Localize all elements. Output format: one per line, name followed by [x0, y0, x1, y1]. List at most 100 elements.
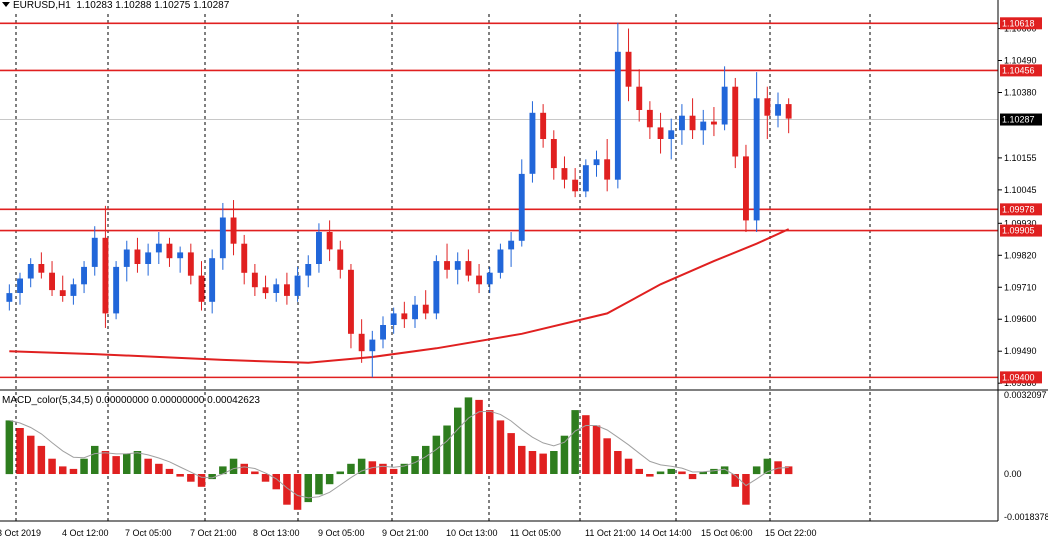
candle: [636, 69, 643, 122]
candle: [102, 205, 109, 328]
candle: [540, 104, 547, 148]
candle: [145, 243, 152, 276]
macd-bar: [197, 474, 206, 487]
candle-body: [785, 104, 792, 119]
candle: [412, 295, 418, 328]
candle-body: [369, 339, 376, 352]
candle: [753, 72, 760, 233]
time-tick-label: 10 Oct 13:00: [446, 528, 498, 538]
level-tag-bg: [1000, 224, 1042, 237]
macd-bar: [347, 463, 355, 474]
macd-bar: [550, 451, 558, 474]
candle: [582, 159, 589, 198]
candle: [273, 278, 280, 302]
candle: [17, 272, 23, 305]
macd-bar: [155, 463, 163, 474]
chart-header: EURUSD,H1 1.10283 1.10288 1.10275 1.1028…: [2, 0, 229, 11]
candle-body: [102, 237, 109, 314]
candle: [155, 232, 162, 264]
current-price-label: 1.10287: [1002, 115, 1035, 125]
macd-bar: [539, 453, 547, 474]
candle-body: [380, 325, 386, 340]
time-tick-label: 15 Oct 22:00: [765, 528, 817, 538]
level-tag-bg: [1000, 17, 1042, 30]
candle: [113, 261, 120, 320]
candle: [177, 246, 184, 273]
macd-bar: [571, 410, 579, 474]
candle: [369, 330, 376, 378]
candle: [401, 301, 408, 328]
chart-frame: [0, 0, 1048, 522]
candles: [6, 22, 792, 378]
ohlc-values: 1.10283 1.10288 1.10275 1.10287: [76, 0, 230, 11]
candle-body: [689, 115, 696, 131]
candle-body: [390, 313, 397, 325]
candle: [444, 243, 450, 279]
candle: [775, 92, 781, 128]
candle-body: [508, 240, 515, 250]
candle-body: [219, 217, 226, 259]
price-tick-label: 1.09820: [1004, 250, 1037, 260]
candle-body: [326, 232, 333, 250]
candle: [732, 77, 739, 169]
macd-tick-label: -0.0018378: [1004, 512, 1048, 522]
candle-body: [529, 112, 536, 174]
candle-body: [155, 243, 162, 253]
candle: [646, 101, 653, 139]
candle-body: [465, 261, 472, 276]
price-tick-label: 1.09490: [1004, 346, 1037, 356]
candle-body: [561, 168, 568, 180]
candle: [209, 249, 216, 314]
candle-body: [711, 121, 717, 125]
macd-bar: [325, 474, 334, 485]
macd-bar: [592, 425, 601, 475]
macd-bar: [48, 458, 56, 474]
price-tick-label: 1.09710: [1004, 282, 1037, 292]
candle-body: [284, 284, 290, 296]
candle-body: [123, 249, 130, 267]
macd-bar: [59, 466, 67, 475]
macd-bar: [678, 471, 686, 475]
candle-body: [444, 261, 450, 270]
current-price-tag: 1.10287: [1000, 113, 1042, 126]
macd-bar: [667, 468, 675, 474]
candle: [166, 237, 173, 267]
level-lines[interactable]: [0, 22, 998, 379]
macd-bar: [454, 407, 462, 474]
candle: [454, 252, 461, 285]
macd-bar: [315, 474, 323, 495]
macd-tick-label: 0.0032097: [1004, 390, 1047, 400]
candle-body: [753, 98, 760, 221]
macd-bar: [688, 474, 697, 480]
candle: [27, 258, 34, 288]
time-tick-label: 8 Oct 13:00: [253, 528, 300, 538]
price-tick-label: 1.10490: [1004, 56, 1037, 66]
macd-bar: [432, 435, 441, 474]
dropdown-triangle-icon[interactable]: [2, 2, 10, 7]
macd-bar: [784, 466, 793, 475]
macd-bar: [240, 463, 248, 474]
price-tick-label: 1.10380: [1004, 87, 1037, 97]
macd-bar: [582, 415, 590, 474]
candle-body: [732, 86, 739, 157]
macd-header: MACD_color(5,34,5) 0.00000000 0.00000000…: [2, 395, 260, 406]
macd-bar: [101, 451, 110, 474]
time-axis: 3 Oct 2019 4 Oct 12:00 7 Oct 05:00 7 Oct 21…: [0, 528, 817, 538]
candle-body: [636, 86, 643, 110]
macd-bar: [187, 474, 195, 482]
level-tag-bg: [1000, 203, 1042, 216]
candle: [689, 98, 696, 139]
candle-body: [113, 266, 120, 314]
candle-body: [187, 252, 194, 276]
macd-bar: [742, 474, 750, 505]
candle-body: [775, 104, 781, 116]
macd-bar: [165, 468, 174, 474]
candle-body: [476, 275, 482, 285]
candle: [465, 249, 472, 282]
macd-bar: [507, 433, 515, 474]
candle-body: [294, 275, 301, 296]
level-tag-label: 1.09905: [1002, 226, 1035, 236]
candle: [711, 107, 717, 137]
macd-bar: [261, 474, 270, 482]
